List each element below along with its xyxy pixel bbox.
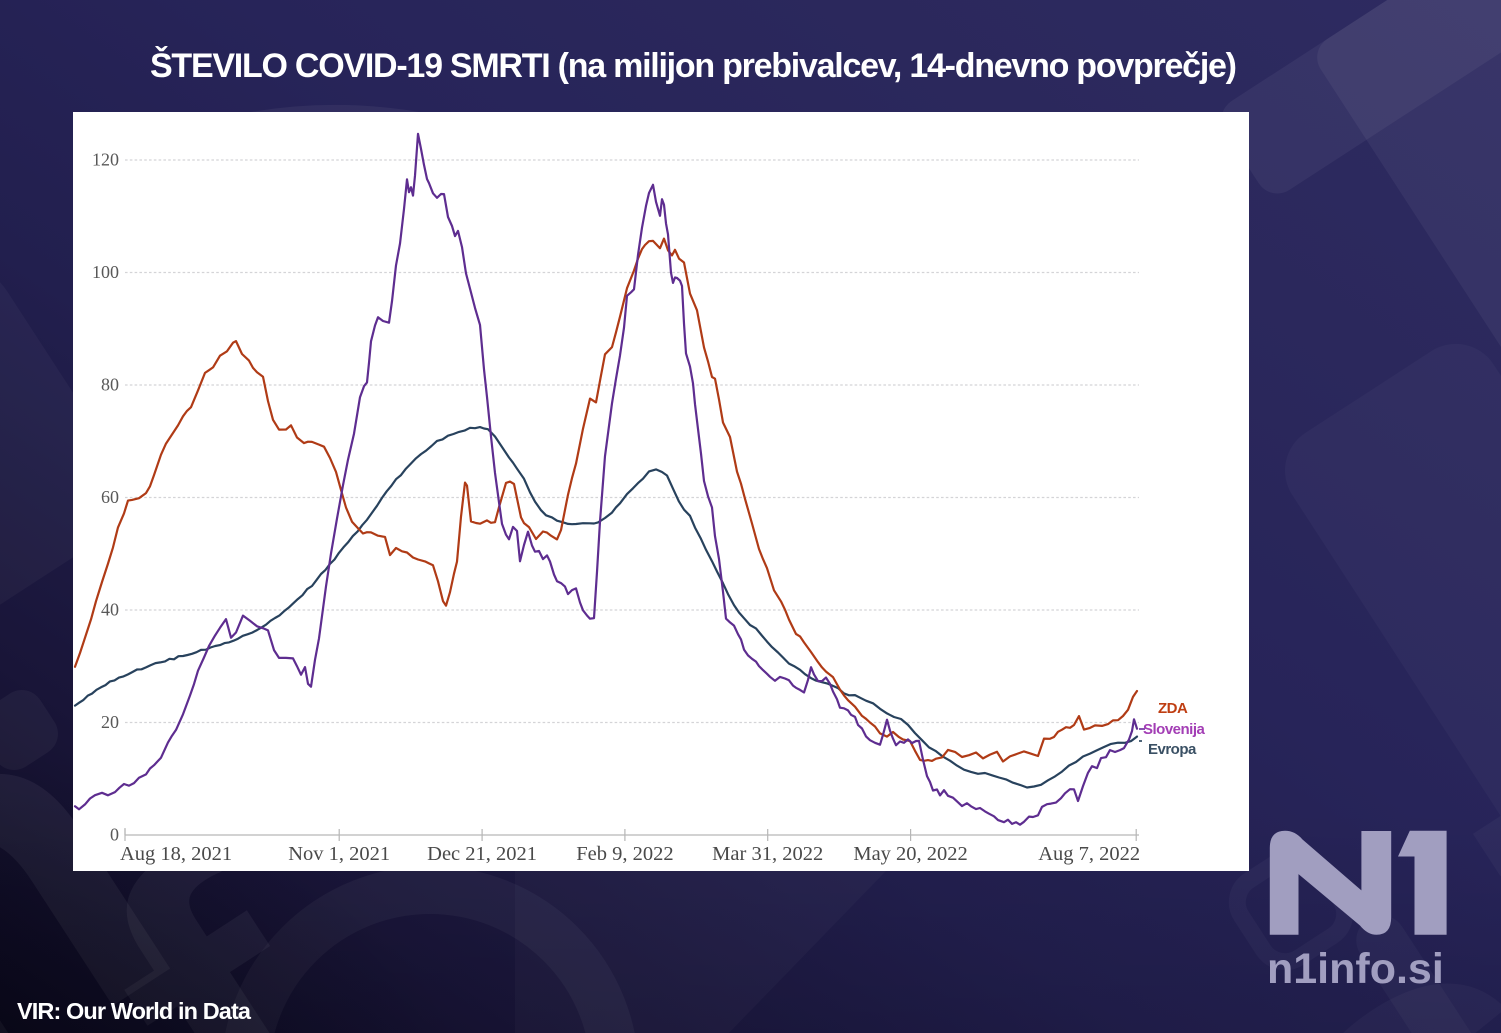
svg-text:n1info.si: n1info.si <box>1268 945 1444 993</box>
svg-text:40: 40 <box>101 600 119 620</box>
svg-text:Dec 21, 2021: Dec 21, 2021 <box>427 843 537 865</box>
svg-text:Slovenija: Slovenija <box>1143 721 1206 738</box>
svg-text:60: 60 <box>101 487 119 507</box>
svg-text:Mar 31, 2022: Mar 31, 2022 <box>712 843 823 865</box>
svg-text:80: 80 <box>101 375 119 395</box>
svg-text:Aug 18, 2021: Aug 18, 2021 <box>120 843 232 865</box>
svg-text:May 20, 2022: May 20, 2022 <box>853 843 967 865</box>
svg-text:120: 120 <box>92 150 119 170</box>
svg-text:Nov 1, 2021: Nov 1, 2021 <box>288 843 390 865</box>
svg-text:Aug 7, 2022: Aug 7, 2022 <box>1038 843 1140 865</box>
svg-text:ZDA: ZDA <box>1158 700 1188 717</box>
svg-text:100: 100 <box>92 262 119 282</box>
svg-text:20: 20 <box>101 712 119 732</box>
svg-text:0: 0 <box>110 825 119 845</box>
svg-text:Evropa: Evropa <box>1148 741 1197 758</box>
svg-text:Feb 9, 2022: Feb 9, 2022 <box>576 843 673 865</box>
